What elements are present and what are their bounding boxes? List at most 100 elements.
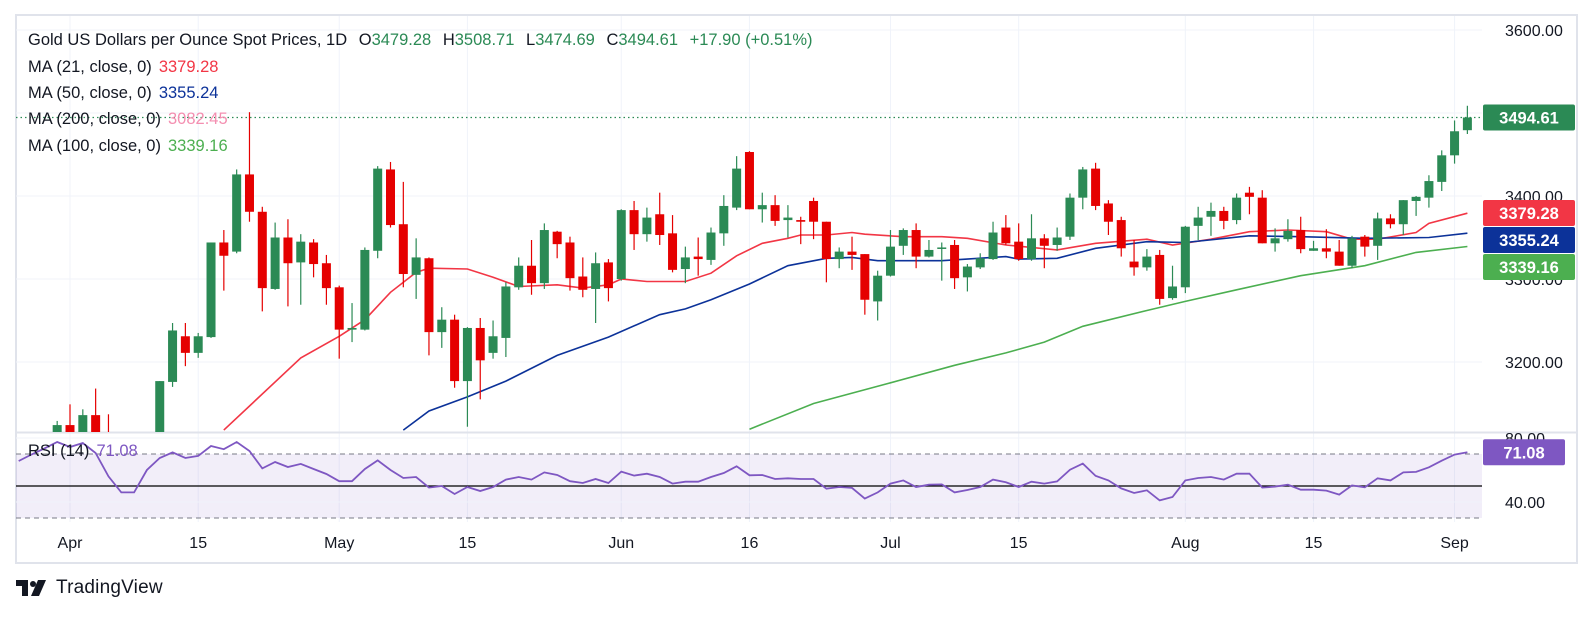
candle-body	[603, 262, 613, 289]
candle-body	[693, 256, 703, 260]
ma100-line	[749, 245, 1468, 430]
time-axis-label: 15	[1305, 535, 1323, 552]
rsi-badge-bg	[1483, 439, 1565, 466]
high-value: 3508.71	[454, 31, 515, 49]
ma200-legend[interactable]: MA (200, close, 0) 3082.45	[28, 109, 228, 129]
candle	[1283, 219, 1293, 242]
ma100-badge-text: 3339.16	[1499, 259, 1559, 277]
candle	[360, 247, 370, 331]
open-label: O	[358, 31, 372, 49]
last-price-badge-bg	[1483, 104, 1575, 131]
candle-body	[796, 220, 806, 222]
symbol-legend[interactable]: Gold US Dollars per Ounce Spot Prices, 1…	[28, 30, 813, 50]
ma100-value: 3339.16	[167, 137, 228, 155]
tradingview-logo-icon	[16, 580, 46, 596]
candlestick-series	[52, 105, 1472, 432]
candle	[514, 257, 524, 290]
candle-body	[1360, 236, 1370, 247]
candle	[1116, 216, 1126, 257]
candle	[1347, 235, 1357, 269]
candle	[1168, 265, 1178, 300]
candle	[1065, 193, 1075, 240]
candle-body	[706, 232, 716, 260]
last-price-badge: 3494.61	[1483, 104, 1575, 131]
ma21-badge-text: 3379.28	[1499, 205, 1559, 223]
tradingview-logo[interactable]: TradingView	[16, 577, 163, 599]
symbol-title: Gold US Dollars per Ounce Spot Prices, 1…	[28, 31, 348, 49]
candle-body	[91, 415, 101, 432]
candle-body	[565, 242, 575, 279]
ma50-value: 3355.24	[158, 84, 219, 102]
candle-body	[424, 258, 434, 333]
candle-body	[1091, 168, 1101, 206]
candle-body	[398, 224, 408, 275]
candle-body	[911, 230, 921, 257]
candle	[1206, 202, 1216, 236]
rsi-label: RSI (14)	[28, 442, 90, 460]
candle	[911, 223, 921, 269]
ma50-legend[interactable]: MA (50, close, 0) 3355.24	[28, 83, 218, 103]
candle-body	[1078, 169, 1088, 198]
ma50-badge-text: 3355.24	[1499, 232, 1559, 250]
ma21-value: 3379.28	[158, 58, 219, 76]
rsi-legend[interactable]: RSI (14) 71.08	[28, 441, 138, 461]
candle	[527, 239, 537, 295]
candle	[411, 238, 421, 299]
candle-body	[206, 242, 216, 338]
candle-body	[1270, 238, 1280, 244]
close-label: C	[606, 31, 619, 49]
candle-body	[873, 275, 883, 302]
candle-body	[821, 221, 831, 260]
candle	[603, 259, 613, 302]
time-axis-label: Jun	[608, 535, 634, 552]
candle-body	[527, 265, 537, 284]
candle-body	[860, 254, 870, 300]
candle-body	[1437, 155, 1447, 182]
candle	[1244, 186, 1254, 215]
candle	[424, 257, 434, 356]
candle-body	[1180, 226, 1190, 288]
time-axis[interactable]: Apr 15 May 15 Jun 16 Jul 15 Aug 15 Sep	[58, 535, 1469, 552]
candle-body	[257, 211, 267, 289]
rsi-line	[18, 440, 1468, 502]
rsi-badge: 71.08	[1483, 439, 1565, 466]
candle	[1450, 120, 1460, 164]
candle	[1321, 229, 1331, 259]
candle	[462, 327, 472, 427]
candle	[1219, 206, 1229, 230]
candle-body	[1219, 210, 1229, 221]
candle-body	[309, 242, 319, 265]
candle-body	[578, 276, 588, 290]
ma100-legend[interactable]: MA (100, close, 0) 3339.16	[28, 136, 228, 156]
candle	[1193, 206, 1203, 240]
candle-body	[462, 327, 472, 382]
candle	[591, 252, 601, 323]
candle-body	[591, 263, 601, 289]
candle	[1014, 223, 1024, 261]
time-axis-label: 15	[459, 535, 477, 552]
candle-body	[847, 251, 857, 255]
time-axis-label: 15	[1010, 535, 1028, 552]
candle-body	[924, 249, 934, 257]
candle	[1052, 227, 1062, 251]
candle	[1001, 215, 1011, 245]
time-axis-label: 15	[189, 535, 207, 552]
candle	[552, 230, 562, 259]
candle	[539, 223, 549, 289]
brand-name: TradingView	[56, 577, 163, 598]
candle	[501, 282, 511, 358]
candle	[257, 206, 267, 312]
candle-body	[1168, 286, 1178, 299]
candle	[475, 318, 485, 400]
candle-body	[514, 265, 524, 288]
candle-body	[757, 205, 767, 210]
candle	[783, 205, 793, 238]
candle	[796, 216, 806, 245]
last-price-badge-text: 3494.61	[1499, 109, 1559, 127]
ma21-legend[interactable]: MA (21, close, 0) 3379.28	[28, 57, 218, 77]
candle	[616, 209, 626, 281]
candle	[988, 221, 998, 260]
candle-body	[1257, 197, 1267, 244]
candle-body	[616, 210, 626, 279]
